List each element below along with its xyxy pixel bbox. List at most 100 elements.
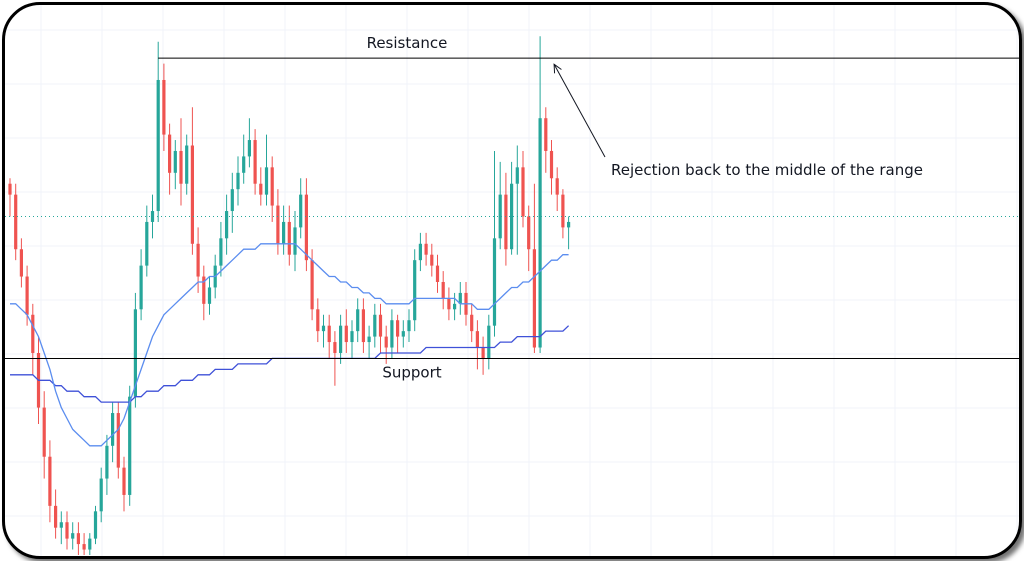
candle (76, 522, 80, 555)
moving-average-fast (10, 243, 569, 447)
candle (373, 303, 377, 348)
candle (498, 161, 502, 250)
candle-body (14, 194, 18, 250)
candle (441, 271, 445, 310)
candle (299, 178, 303, 239)
candle (253, 129, 257, 195)
candle (133, 292, 137, 408)
candle (418, 232, 422, 272)
candle (287, 205, 291, 266)
candle-body (242, 156, 246, 173)
candle-body (282, 221, 286, 244)
candle-body (561, 194, 565, 228)
candle (270, 156, 274, 222)
candle-body (54, 505, 58, 528)
annotation-label: Rejection back to the middle of the rang… (611, 161, 923, 179)
candle-body (219, 238, 223, 266)
candle-body (527, 216, 531, 250)
candle (407, 309, 411, 343)
candle-body (498, 194, 502, 239)
candle-body (384, 336, 388, 348)
candle-body (259, 183, 263, 195)
candle-body (299, 194, 303, 228)
candle (561, 189, 565, 239)
candle (282, 205, 286, 255)
candle-body (82, 544, 86, 550)
candle-body (99, 478, 103, 512)
candle-body (453, 303, 457, 310)
annotation-arrow-head (553, 63, 562, 74)
candle (481, 336, 485, 375)
candle (350, 320, 354, 359)
candle-body (544, 118, 548, 151)
candle (82, 533, 86, 555)
candle-body (481, 347, 485, 359)
candle (42, 391, 46, 479)
candle (316, 298, 320, 343)
candle-body (447, 298, 451, 310)
series-layer (8, 36, 571, 555)
candle-body (430, 254, 434, 266)
candle (105, 434, 109, 495)
candle (532, 183, 536, 353)
candle-body (549, 150, 554, 179)
candle (179, 118, 183, 206)
candle (378, 303, 383, 353)
candle (173, 140, 177, 190)
candle-body (396, 320, 400, 337)
candle-body (515, 167, 519, 184)
candle-body (19, 249, 23, 277)
candle-body (116, 413, 120, 468)
candle-body (185, 145, 189, 184)
candle-body (150, 211, 155, 222)
annotation-arrow (553, 64, 606, 158)
candle-body (139, 265, 143, 310)
candle-body (407, 320, 411, 332)
candle (236, 156, 240, 206)
candle-body (458, 292, 462, 304)
candle-body (344, 325, 348, 343)
candle-body (293, 227, 297, 255)
candle (8, 178, 12, 217)
candle-body (418, 243, 422, 261)
candle-body (276, 205, 280, 244)
candle-body (532, 249, 536, 348)
candle-body (378, 314, 383, 337)
candle-body (111, 413, 115, 446)
candle-body (316, 309, 320, 332)
candle (453, 292, 457, 321)
candle-body (310, 260, 314, 310)
candle-body (555, 178, 559, 195)
candle-body (93, 511, 98, 539)
candle-body (128, 396, 132, 495)
candle-body (179, 150, 183, 184)
candle (190, 107, 194, 255)
candle (567, 216, 571, 250)
candle (48, 440, 52, 523)
candle-body (327, 325, 331, 343)
candle-body (321, 325, 326, 332)
candle (361, 298, 365, 353)
candle-body (304, 194, 308, 261)
candle (413, 249, 417, 332)
candle (458, 282, 462, 315)
candle-body (538, 118, 542, 348)
candle-body (487, 325, 491, 359)
candle (71, 522, 75, 550)
candle-body (492, 238, 497, 326)
candle-body (42, 407, 46, 457)
candle-body (361, 309, 365, 343)
candle (549, 140, 554, 195)
candle (475, 320, 479, 370)
candle-body (145, 221, 149, 266)
candle (207, 276, 212, 315)
candle-body (521, 167, 525, 217)
candle (327, 314, 331, 359)
candle-body (475, 331, 479, 348)
candle-body (247, 140, 251, 157)
candle (202, 265, 206, 321)
candle-body (470, 314, 474, 332)
candle (139, 249, 143, 321)
candle (31, 303, 35, 375)
